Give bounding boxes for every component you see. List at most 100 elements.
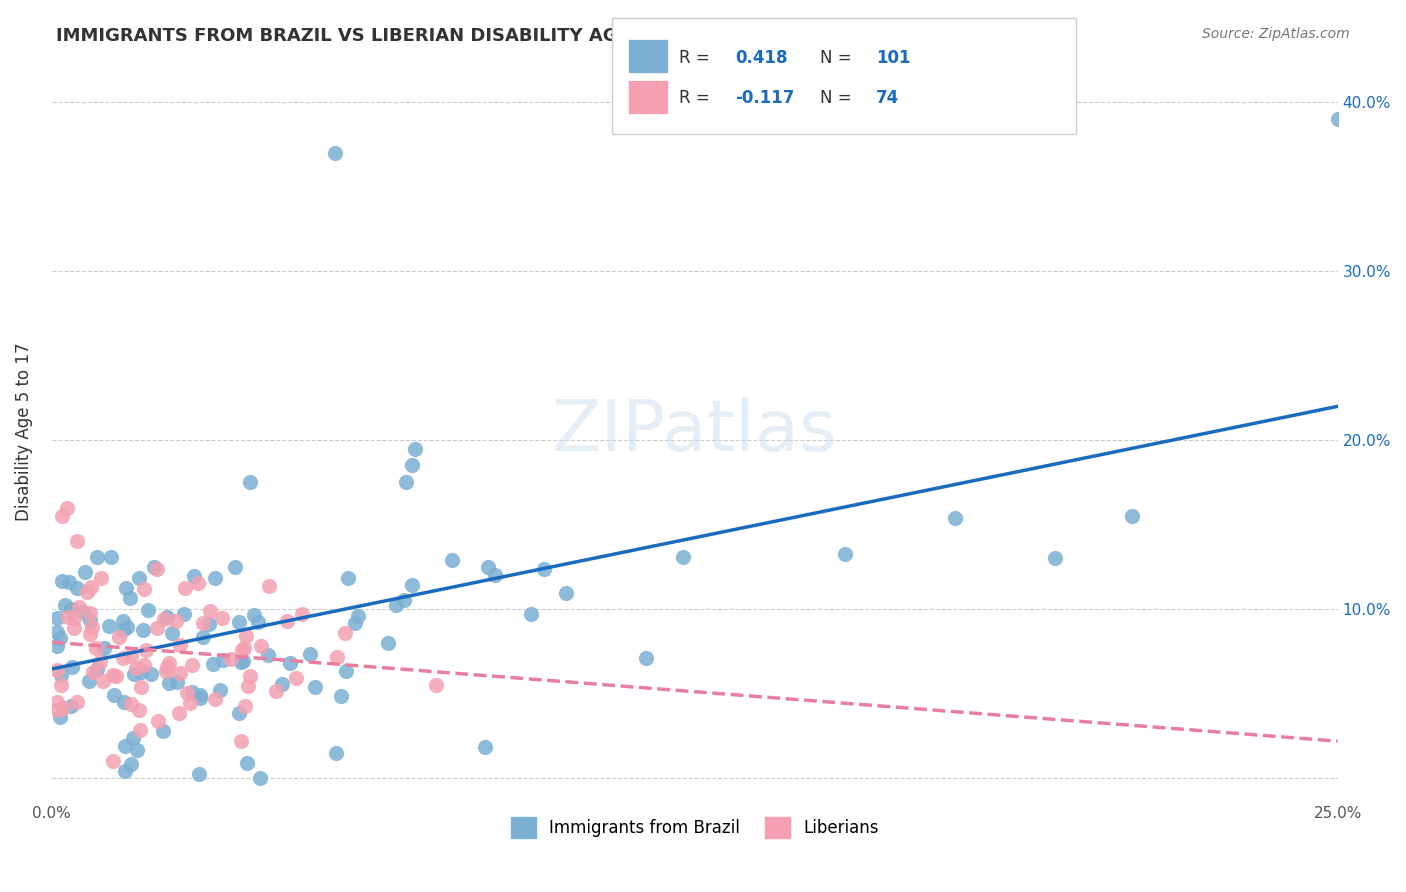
Point — [90, 570, 112, 584]
Point — [120, 757, 142, 772]
Point — [135, 643, 157, 657]
Point — [231, 643, 253, 657]
Point — [484, 568, 506, 582]
Point — [45, 663, 67, 677]
Point — [66, 534, 89, 549]
Point — [174, 581, 197, 595]
Point — [55, 598, 77, 612]
Point — [129, 680, 152, 694]
Point — [120, 697, 142, 711]
Point — [239, 475, 262, 489]
Point — [238, 679, 260, 693]
Point — [404, 442, 426, 456]
Point — [239, 669, 262, 683]
Point — [49, 710, 72, 724]
Point — [100, 550, 122, 565]
Point — [93, 640, 115, 655]
Point — [1043, 551, 1066, 566]
Point — [69, 600, 91, 615]
Point — [198, 604, 221, 618]
Point — [329, 689, 352, 703]
Point — [271, 676, 294, 690]
Text: N =: N = — [820, 49, 851, 67]
Point — [49, 667, 72, 681]
Point — [834, 547, 856, 561]
Point — [193, 630, 215, 644]
Point — [235, 629, 257, 643]
Point — [634, 650, 657, 665]
Point — [228, 615, 250, 629]
Point — [132, 657, 155, 672]
Point — [183, 568, 205, 582]
Point — [124, 666, 146, 681]
Point — [79, 606, 101, 620]
Point — [59, 602, 82, 616]
Text: R =: R = — [679, 49, 710, 67]
Point — [49, 631, 72, 645]
Point — [554, 585, 576, 599]
Point — [156, 659, 179, 673]
Point — [344, 615, 367, 630]
Point — [211, 611, 233, 625]
Point — [45, 703, 67, 717]
Point — [160, 625, 183, 640]
Point — [60, 660, 83, 674]
Point — [97, 619, 120, 633]
Point — [204, 692, 226, 706]
Point — [101, 668, 124, 682]
Point — [52, 701, 75, 715]
Point — [169, 638, 191, 652]
Point — [291, 607, 314, 621]
Point — [129, 723, 152, 738]
Y-axis label: Disability Age 5 to 17: Disability Age 5 to 17 — [15, 343, 32, 521]
Point — [156, 610, 179, 624]
Point — [128, 571, 150, 585]
Point — [257, 648, 280, 663]
Point — [46, 624, 69, 639]
Point — [250, 639, 273, 653]
Point — [346, 608, 368, 623]
Point — [49, 678, 72, 692]
Point — [247, 615, 270, 630]
Point — [167, 706, 190, 720]
Point — [323, 145, 346, 160]
Text: 0.418: 0.418 — [735, 49, 787, 67]
Point — [141, 667, 163, 681]
Point — [204, 571, 226, 585]
Point — [118, 591, 141, 605]
Point — [127, 743, 149, 757]
Point — [392, 593, 415, 607]
Point — [533, 562, 555, 576]
Point — [79, 627, 101, 641]
Point — [326, 649, 349, 664]
Point — [153, 612, 176, 626]
Point — [259, 579, 281, 593]
Point — [208, 682, 231, 697]
Point — [401, 578, 423, 592]
Point — [75, 566, 97, 580]
Point — [80, 581, 103, 595]
Text: ZIPatlas: ZIPatlas — [553, 397, 838, 467]
Point — [45, 694, 67, 708]
Point — [249, 771, 271, 785]
Point — [176, 686, 198, 700]
Point — [77, 673, 100, 688]
Point — [276, 614, 298, 628]
Point — [1326, 112, 1348, 127]
Text: Source: ZipAtlas.com: Source: ZipAtlas.com — [1202, 27, 1350, 41]
Point — [111, 623, 134, 637]
Point — [440, 552, 463, 566]
Point — [114, 739, 136, 753]
Point — [155, 664, 177, 678]
Point — [395, 475, 418, 489]
Point — [72, 605, 94, 619]
Point — [335, 664, 357, 678]
Point — [60, 699, 83, 714]
Point — [115, 620, 138, 634]
Point — [243, 607, 266, 622]
Point — [51, 574, 73, 588]
Text: -0.117: -0.117 — [735, 89, 794, 107]
Point — [188, 767, 211, 781]
Point — [236, 756, 259, 770]
Point — [232, 641, 254, 656]
